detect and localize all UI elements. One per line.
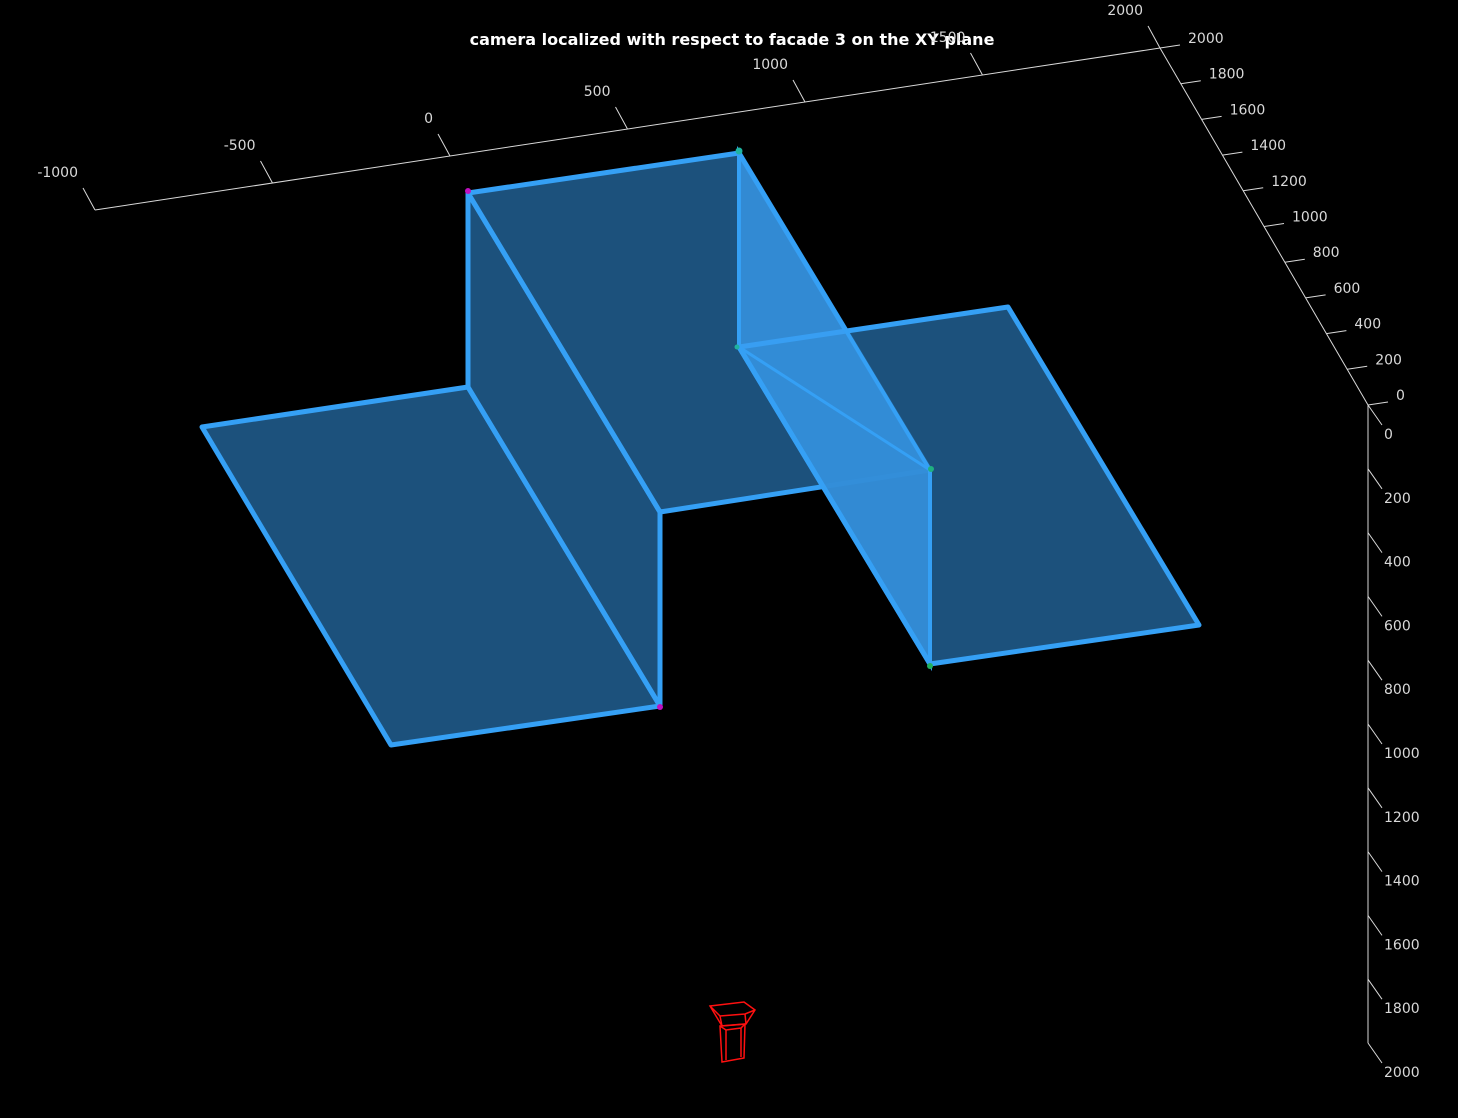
y-tick-mark: [1305, 294, 1326, 299]
camera-icon: [708, 1001, 757, 1063]
y-tick-label: 2000: [1188, 31, 1224, 47]
z-tick-label: 1800: [1384, 1001, 1420, 1017]
y-tick-label: 1600: [1230, 102, 1266, 118]
y-tick-label: 200: [1375, 352, 1402, 368]
z-tick-label: 1200: [1384, 810, 1420, 826]
z-tick-label: 1400: [1384, 874, 1420, 890]
z-tick-mark: [1367, 596, 1383, 617]
z-tick-label: 0: [1384, 427, 1393, 443]
x-tick-mark: [437, 133, 451, 157]
chart-title: camera localized with respect to facade …: [470, 30, 995, 49]
y-tick-label: 1400: [1250, 138, 1286, 154]
x-tick-mark: [792, 79, 806, 103]
z-tick-mark: [1367, 851, 1383, 872]
facade-structure: [199, 145, 1202, 748]
z-tick-mark: [1367, 404, 1383, 426]
z-tick-mark: [1367, 532, 1383, 553]
z-tick-mark: [1367, 468, 1383, 490]
corner-marker-teal-mid: [734, 344, 740, 350]
y-tick-label: 400: [1354, 317, 1381, 333]
corner-marker-magenta-bottom: [657, 704, 663, 710]
x-tick-mark: [260, 160, 273, 184]
y-tick-mark: [1159, 44, 1181, 49]
facade-right-wall-edge: [736, 345, 933, 666]
x-axis-ticks: -1000 -500 0 500 1000 1500 2000: [37, 3, 1161, 211]
z-tick-mark: [1367, 659, 1383, 681]
z-tick-label: 600: [1384, 618, 1411, 634]
y-tick-mark: [1263, 223, 1285, 227]
corner-marker-teal-top: [735, 147, 743, 155]
z-axis-ticks: 0 200 400 600 800 1000 1200 1400 1600 1800 2000: [1367, 404, 1420, 1081]
y-tick-mark: [1180, 80, 1201, 85]
y-tick-mark: [1243, 187, 1264, 192]
y-tick-mark: [1284, 258, 1305, 263]
x-tick-mark: [1147, 25, 1161, 49]
y-tick-label: 600: [1334, 281, 1361, 297]
facade-crossing-edge: [738, 345, 931, 472]
y-tick-mark: [1347, 365, 1368, 370]
y-tick-mark: [1367, 401, 1389, 406]
x-tick-mark: [615, 106, 628, 130]
z-tick-label: 1600: [1384, 937, 1420, 953]
y-tick-mark: [1201, 115, 1222, 120]
z-tick-label: 800: [1384, 682, 1411, 698]
y-tick-label: 800: [1313, 245, 1340, 261]
x-tick-label: 0: [424, 111, 433, 127]
z-tick-label: 400: [1384, 555, 1411, 571]
y-tick-label: 1200: [1271, 174, 1307, 190]
z-tick-label: 200: [1384, 491, 1411, 507]
corner-marker-green-right: [928, 466, 934, 472]
x-tick-label: 1500: [930, 30, 966, 46]
z-tick-mark: [1367, 978, 1383, 1000]
y-tick-label: 1800: [1209, 67, 1245, 83]
z-tick-label: 2000: [1384, 1065, 1420, 1081]
z-tick-label: 1000: [1384, 746, 1420, 762]
x-tick-label: -1000: [37, 165, 78, 181]
x-tick-label: -500: [224, 138, 256, 154]
x-tick-label: 1000: [752, 57, 788, 73]
y-tick-label: 1000: [1292, 210, 1328, 226]
corner-marker-green-bottom: [927, 663, 933, 669]
z-tick-mark: [1367, 787, 1383, 809]
x-tick-label: 2000: [1107, 3, 1143, 19]
corner-marker-magenta-top: [465, 188, 471, 194]
y-tick-mark: [1222, 151, 1243, 156]
z-tick-mark: [1367, 1042, 1383, 1064]
y-tick-label: 0: [1396, 388, 1405, 404]
x-tick-label: 500: [584, 84, 611, 100]
z-tick-mark: [1367, 915, 1383, 936]
y-tick-mark: [1326, 330, 1347, 335]
x-tick-mark: [970, 52, 983, 76]
x-tick-mark: [82, 187, 96, 211]
y-axis-ticks: 0 200 400 600 800 1000 1200 1400 1600 1800 2000: [1159, 31, 1405, 406]
z-tick-mark: [1367, 723, 1383, 745]
